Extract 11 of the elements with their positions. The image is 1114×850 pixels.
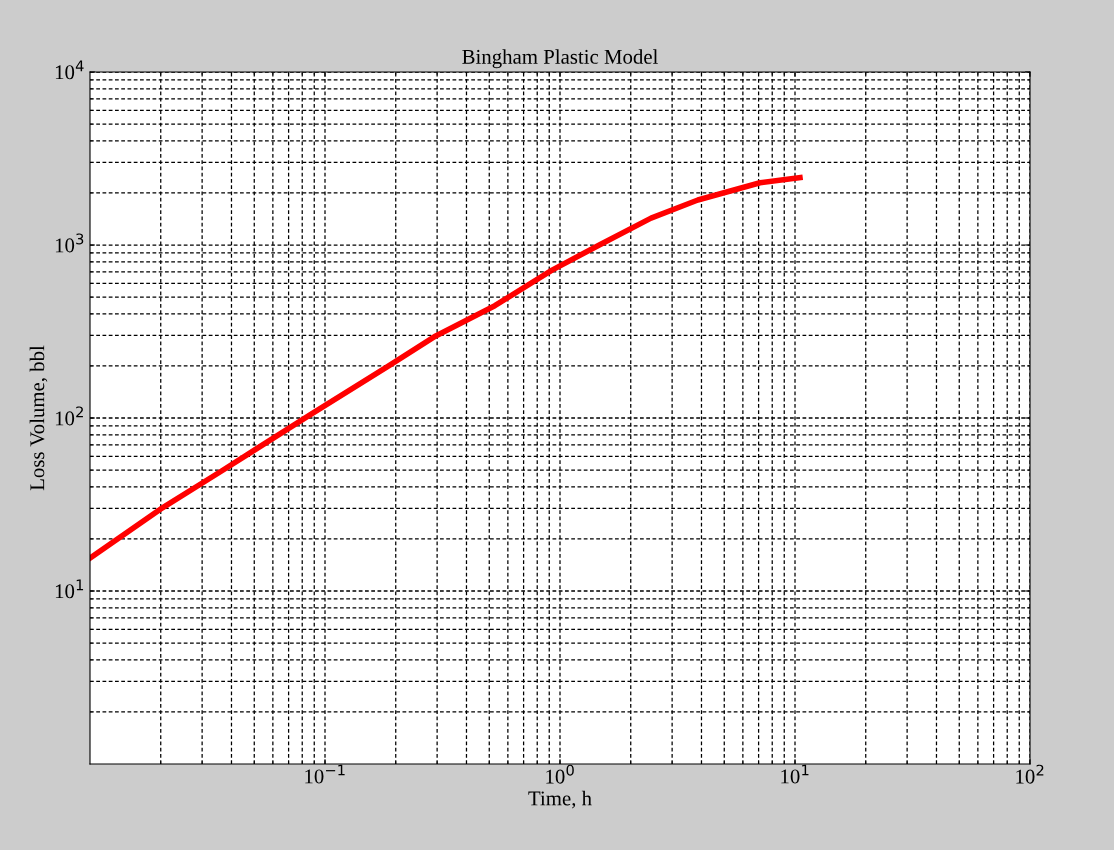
y-tick-label: 10$^{2}$ (55, 406, 83, 426)
chart-title: Bingham Plastic Model (462, 49, 658, 69)
x-tick-label: 10$^{−1}$ (305, 764, 345, 784)
x-axis-title: Time, h (528, 790, 592, 809)
y-tick-label: 10$^{4}$ (55, 60, 84, 80)
y-tick-label: 10$^{3}$ (55, 233, 84, 253)
x-tick-label: 10$^{0}$ (546, 764, 574, 784)
x-tick-label: 10$^{2}$ (1016, 764, 1044, 784)
y-axis-title: Loss Volume, bbl (29, 345, 48, 491)
y-tick-label: 10$^{1}$ (55, 579, 84, 599)
x-tick-label: 10$^{1}$ (781, 764, 809, 784)
